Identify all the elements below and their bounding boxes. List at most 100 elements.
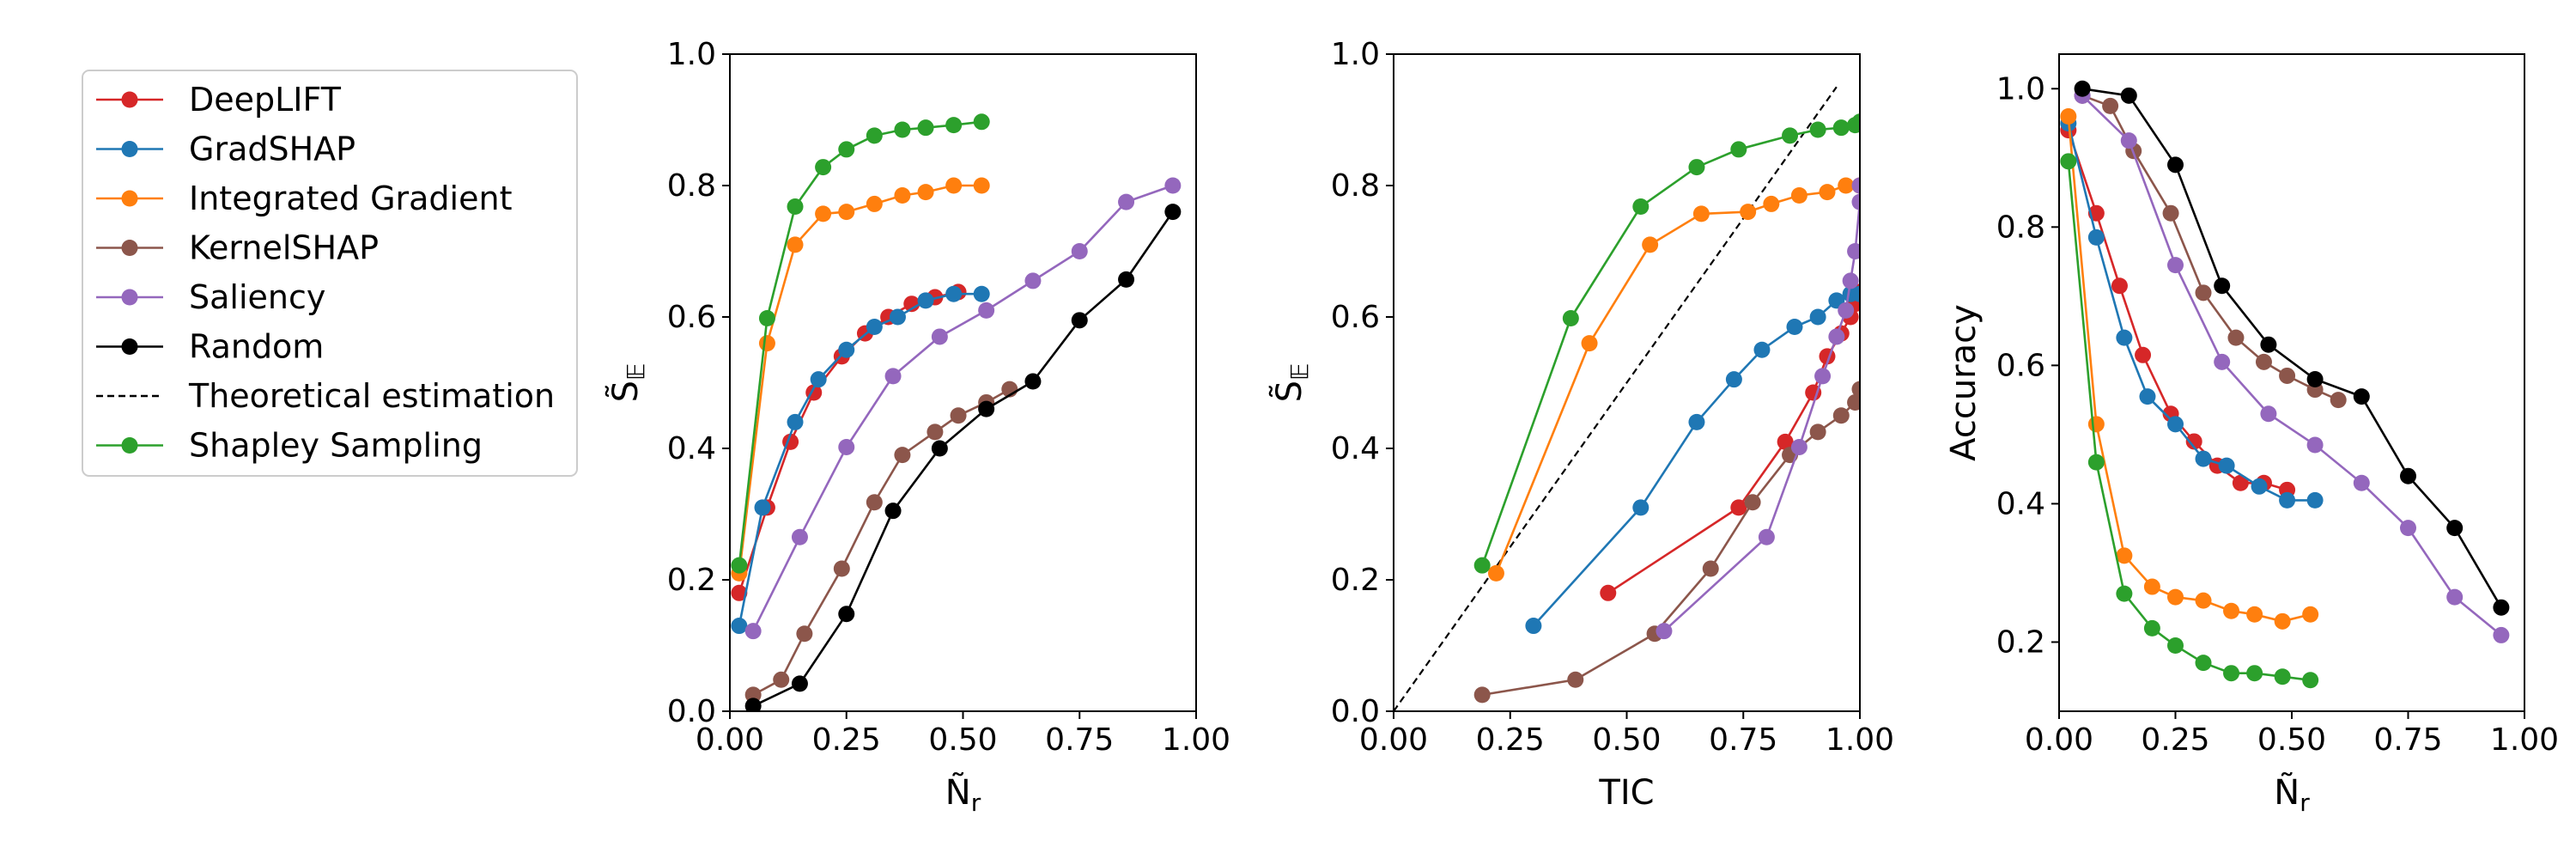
series-integrated-gradient [2060,107,2319,630]
y-tick-label: 0.6 [1331,300,1380,335]
data-point-kernelshap [894,447,911,464]
x-tick-label: 0.50 [2257,722,2326,758]
data-point-random [2400,467,2416,484]
data-point-random [931,440,948,457]
data-point-random [2493,599,2510,616]
data-point-kernelshap [1473,686,1491,704]
series-line-kernelshap [2081,94,2339,401]
x-axis-label-sub: r [971,789,981,817]
data-point-integrated-gradient [894,186,911,204]
data-point-integrated-gradient [2195,592,2212,609]
data-point-saliency [1851,177,1860,194]
data-point-shapley-sampling [1632,198,1649,215]
chart-explanation-vs-ratio: 0.00 0.25 0.50 0.75 1.00 0.0 0.2 0.4 0.6 0.8 1.0 Ñr… [605,37,1230,817]
axes-frame [2058,53,2525,712]
data-point-shapley-sampling [2087,454,2105,471]
data-point-gradshap [945,285,963,302]
series-line-integrated-gradient [2067,116,2312,623]
data-point-shapley-sampling [1730,141,1747,158]
data-point-integrated-gradient [2274,612,2291,630]
legend-item-deeplift: DeepLIFT [96,81,342,119]
data-point-kernelshap [1851,381,1860,398]
data-point-saliency [2353,474,2370,491]
data-point-saliency [1814,368,1832,385]
data-point-integrated-gradient [866,195,883,212]
y-axis-label-main: S̃ [1268,381,1309,402]
data-point-deeplift [731,584,748,601]
data-point-shapley-sampling [2060,153,2077,170]
series-shapley-sampling [2060,153,2319,689]
data-point-gradshap [2251,478,2268,495]
data-point-gradshap [1851,285,1860,302]
data-point-integrated-gradient [2246,606,2263,623]
data-point-deeplift [2232,474,2249,491]
y-tick-label: 0.0 [1331,694,1380,729]
series-saliency [2074,87,2510,643]
data-point-saliency [2493,626,2510,643]
y-tick-label: 0.2 [667,563,716,598]
series-random [744,204,1182,711]
legend-swatch-marker [121,240,138,256]
legend-item-theoretical-estimation: Theoretical estimation [96,377,555,415]
data-point-kernelshap [1567,671,1584,688]
data-point-shapley-sampling [1473,557,1491,574]
axes-frame [1393,53,1861,712]
data-point-gradshap [1688,413,1705,430]
data-point-saliency [838,438,855,455]
data-point-integrated-gradient [2143,578,2160,595]
y-tick-label: 0.8 [1996,210,2045,245]
data-point-saliency [791,528,808,545]
data-point-kernelshap [1702,560,1719,577]
series-gradshap [1525,285,1860,635]
data-point-shapley-sampling [838,141,855,158]
data-point-gradshap [1632,499,1649,516]
data-point-saliency [2167,257,2184,274]
x-axis-label-sub: r [2300,789,2310,817]
legend-swatch-marker [121,437,138,454]
data-point-deeplift [1777,433,1794,450]
x-tick-label: 0.50 [928,722,997,758]
data-point-gradshap [2167,416,2184,433]
series-kernelshap [744,381,1018,704]
data-point-gradshap [866,318,883,335]
data-point-random [791,675,808,692]
data-point-gradshap [973,285,990,302]
data-point-gradshap [810,371,827,388]
data-point-gradshap [1525,618,1542,635]
y-tick-label: 1.0 [667,37,716,72]
data-point-kernelshap [1744,494,1761,511]
series-line-random [752,210,1174,708]
series-line-deeplift [1607,291,1860,594]
data-point-saliency [1758,528,1775,545]
data-point-kernelshap [1809,423,1826,441]
data-point-integrated-gradient [917,184,934,201]
data-point-shapley-sampling [2143,619,2160,637]
data-point-shapley-sampling [1688,159,1705,176]
series-shapley-sampling [731,113,990,574]
series-kernelshap [2074,87,2347,409]
series-line-gradshap [2067,123,2316,502]
data-point-integrated-gradient [815,205,832,222]
legend-label: Theoretical estimation [188,377,555,415]
x-tick-label: 0.00 [696,722,764,758]
x-tick-label: 0.75 [2373,722,2442,758]
x-tick-label: 1.00 [2490,722,2559,758]
y-axis-label: S̃𝔼 [605,363,650,403]
legend-label: Random [189,328,324,366]
data-point-saliency [1790,438,1807,455]
data-point-shapley-sampling [2223,665,2240,682]
data-point-shapley-sampling [1832,119,1850,137]
data-point-gradshap [2139,388,2156,405]
data-point-integrated-gradient [1642,236,1659,253]
x-axis-label-main: Ñ [945,771,971,813]
y-tick-label: 0.2 [1996,624,2045,660]
data-point-gradshap [1753,341,1771,358]
data-point-saliency [2260,405,2277,423]
data-point-shapley-sampling [1809,121,1826,138]
data-point-integrated-gradient [838,204,855,221]
x-tick-label: 0.00 [1359,722,1428,758]
data-point-shapley-sampling [2246,665,2263,682]
y-axis-label-sub: 𝔼 [1285,363,1314,381]
y-tick-label: 0.8 [667,168,716,204]
